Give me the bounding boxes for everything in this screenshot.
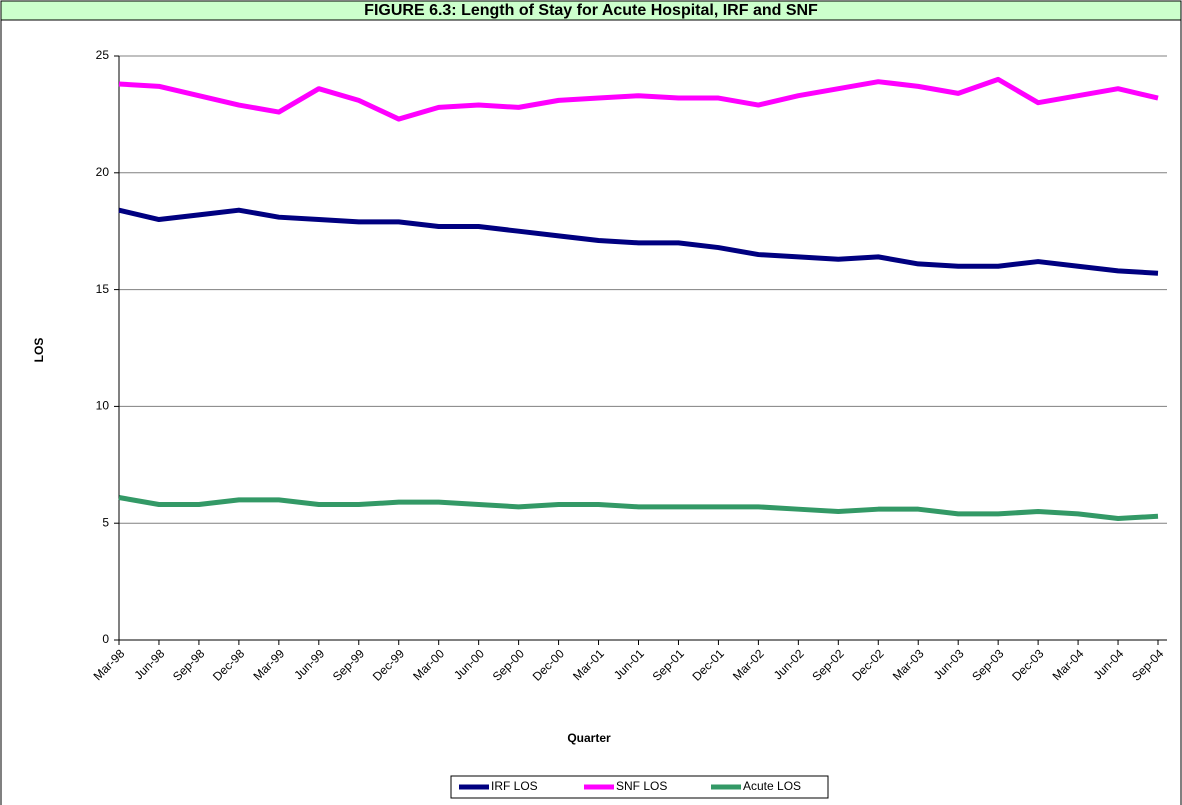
x-axis-label: Quarter: [567, 731, 611, 745]
x-tick-label: Jun-04: [1091, 646, 1127, 682]
x-tick-label: Jun-03: [931, 646, 967, 682]
legend-box: [450, 775, 829, 799]
y-tick-label: 5: [102, 515, 109, 529]
x-tick-label: Mar-98: [91, 646, 128, 683]
y-tick-label: 10: [96, 399, 110, 413]
x-tick-label: Mar-02: [730, 646, 767, 683]
x-tick-label: Mar-01: [570, 646, 607, 683]
x-tick-label: Dec-03: [1009, 646, 1046, 683]
x-tick-label: Sep-01: [650, 646, 687, 683]
x-tick-label: Mar-03: [890, 646, 927, 683]
x-tick-label: Jun-01: [611, 646, 647, 682]
x-tick-label: Sep-03: [969, 646, 1006, 683]
y-tick-label: 25: [96, 48, 110, 62]
x-tick-label: Mar-04: [1050, 646, 1087, 683]
x-tick-label: Jun-98: [131, 646, 167, 682]
x-tick-label: Jun-99: [291, 646, 327, 682]
series-line: [118, 76, 1159, 122]
legend-label: Acute LOS: [743, 779, 801, 793]
y-tick-label: 20: [96, 165, 110, 179]
x-tick-label: Jun-00: [451, 646, 487, 682]
legend-label: IRF LOS: [491, 779, 538, 793]
x-tick-label: Dec-01: [690, 646, 727, 683]
chart-title: FIGURE 6.3: Length of Stay for Acute Hos…: [364, 2, 818, 19]
x-tick-label: Mar-00: [410, 646, 447, 683]
x-tick-label: Sep-99: [330, 646, 367, 683]
title-bar: [0, 0, 1182, 21]
x-tick-label: Jun-02: [771, 646, 807, 682]
legend-label: SNF LOS: [616, 779, 667, 793]
y-tick-label: 0: [102, 632, 109, 646]
x-tick-label: Dec-99: [370, 646, 407, 683]
x-tick-label: Dec-00: [530, 646, 567, 683]
x-tick-label: Mar-99: [250, 646, 287, 683]
x-tick-label: Sep-98: [170, 646, 207, 683]
series-line: [118, 495, 1159, 522]
x-tick-label: Dec-02: [849, 646, 886, 683]
y-tick-label: 15: [96, 282, 110, 296]
x-tick-label: Sep-00: [490, 646, 527, 683]
x-tick-label: Dec-98: [210, 646, 247, 683]
series-line: [118, 207, 1159, 276]
x-tick-label: Sep-02: [809, 646, 846, 683]
y-axis-label: LOS: [32, 338, 46, 363]
x-tick-label: Sep-04: [1129, 646, 1166, 683]
